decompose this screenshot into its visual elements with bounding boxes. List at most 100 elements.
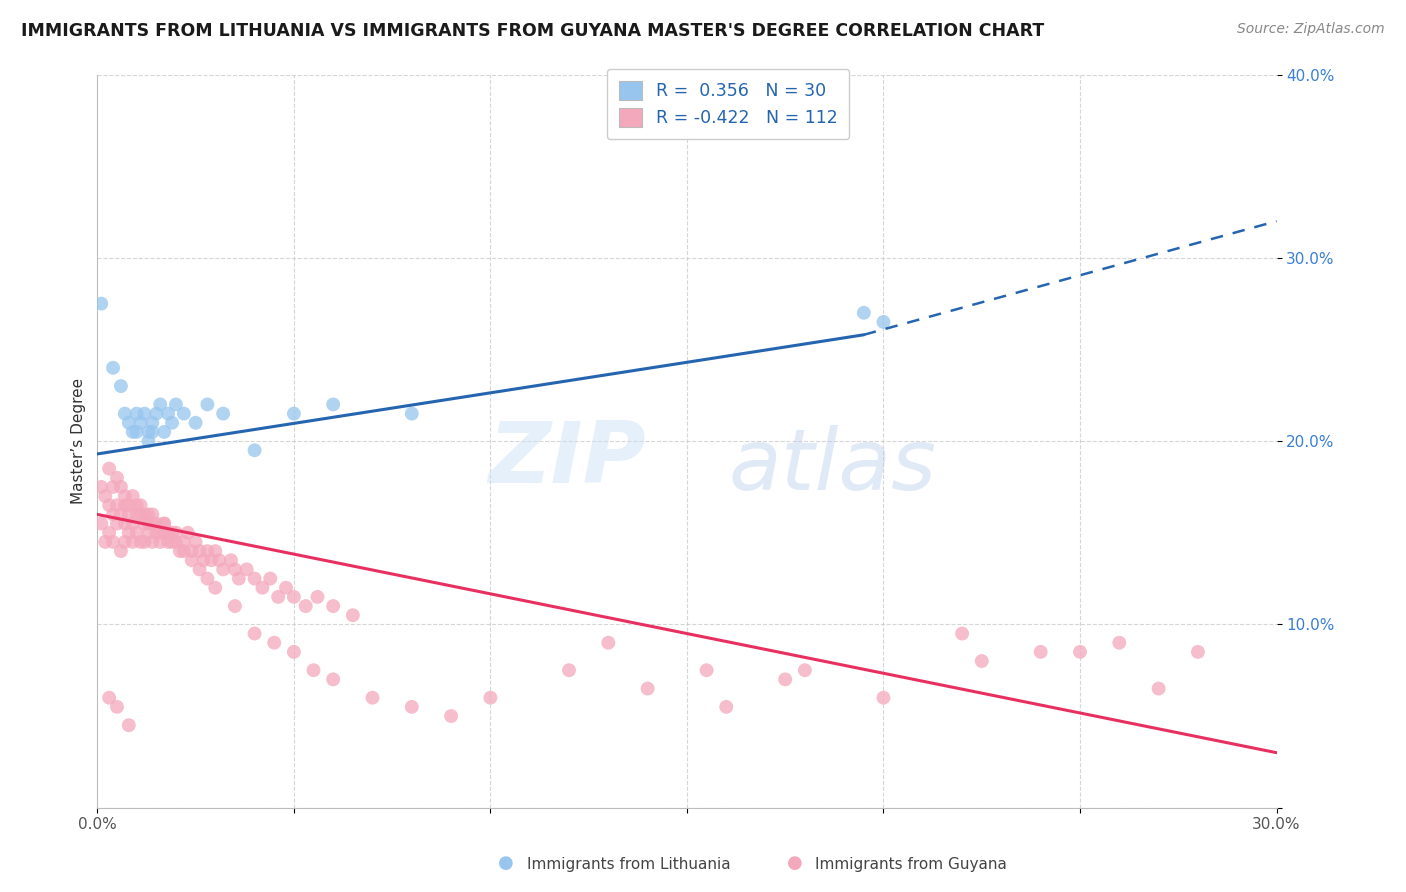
Point [138, 434, 160, 449]
Point [169, 544, 191, 558]
Point [110, 379, 132, 393]
Point [479, 690, 502, 705]
Point [141, 425, 163, 439]
Point [401, 699, 423, 714]
Point [157, 525, 180, 540]
Point [138, 525, 160, 540]
Text: ●: ● [786, 855, 803, 872]
Text: IMMIGRANTS FROM LITHUANIA VS IMMIGRANTS FROM GUYANA MASTER'S DEGREE CORRELATION : IMMIGRANTS FROM LITHUANIA VS IMMIGRANTS … [21, 22, 1045, 40]
Point [121, 535, 143, 549]
Point [235, 562, 257, 576]
Point [138, 508, 160, 522]
Point [193, 553, 215, 567]
Text: atlas: atlas [728, 425, 936, 508]
Point [204, 581, 226, 595]
Point [401, 407, 423, 421]
Point [180, 544, 202, 558]
Point [1187, 645, 1209, 659]
Point [141, 516, 163, 531]
Point [243, 572, 266, 586]
Point [90, 296, 112, 310]
Point [188, 562, 211, 576]
Point [307, 590, 329, 604]
Point [696, 663, 718, 677]
Point [1147, 681, 1170, 696]
Point [224, 599, 246, 613]
Point [121, 425, 143, 439]
Point [204, 544, 226, 558]
Point [114, 535, 136, 549]
Point [274, 581, 297, 595]
Point [145, 516, 167, 531]
Point [138, 516, 160, 531]
Point [302, 663, 325, 677]
Point [118, 718, 141, 732]
Point [252, 581, 274, 595]
Point [125, 508, 148, 522]
Point [110, 480, 132, 494]
Point [118, 498, 141, 512]
Point [716, 699, 738, 714]
Text: Immigrants from Guyana: Immigrants from Guyana [815, 857, 1007, 872]
Point [160, 525, 183, 540]
Point [440, 709, 463, 723]
Point [90, 480, 112, 494]
Point [145, 407, 167, 421]
Point [970, 654, 993, 668]
Point [114, 498, 136, 512]
Point [219, 553, 242, 567]
Point [118, 525, 141, 540]
Point [180, 553, 202, 567]
Point [637, 681, 659, 696]
Point [101, 508, 124, 522]
Point [98, 461, 121, 475]
Point [105, 516, 128, 531]
Point [165, 525, 187, 540]
Point [114, 489, 136, 503]
Point [283, 590, 305, 604]
Point [141, 416, 163, 430]
Point [101, 535, 124, 549]
Point [105, 498, 128, 512]
Point [173, 544, 195, 558]
Point [90, 516, 112, 531]
Point [1108, 636, 1130, 650]
Point [184, 416, 207, 430]
Point [188, 544, 211, 558]
Point [129, 535, 152, 549]
Point [160, 535, 183, 549]
Point [125, 407, 148, 421]
Point [283, 645, 305, 659]
Point [118, 508, 141, 522]
Point [153, 516, 176, 531]
Point [342, 608, 364, 623]
Point [153, 525, 176, 540]
Point [134, 535, 156, 549]
Point [872, 315, 894, 329]
Point [165, 397, 187, 411]
Point [322, 599, 344, 613]
Point [138, 425, 160, 439]
Point [101, 360, 124, 375]
Point [322, 673, 344, 687]
Point [98, 498, 121, 512]
Point [114, 516, 136, 531]
Point [165, 535, 187, 549]
Point [243, 626, 266, 640]
Point [98, 525, 121, 540]
Point [121, 516, 143, 531]
Point [558, 663, 581, 677]
Text: Immigrants from Lithuania: Immigrants from Lithuania [527, 857, 731, 872]
Point [793, 663, 815, 677]
Point [184, 535, 207, 549]
Point [129, 498, 152, 512]
Point [228, 572, 250, 586]
Point [197, 572, 219, 586]
Point [149, 525, 172, 540]
Point [852, 306, 875, 320]
Point [773, 673, 796, 687]
Point [149, 535, 172, 549]
Point [160, 416, 183, 430]
Point [598, 636, 620, 650]
Point [110, 544, 132, 558]
